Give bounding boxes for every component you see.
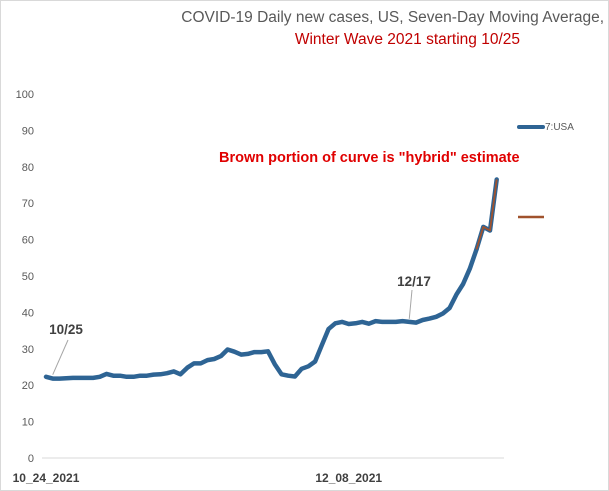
- x-tick-label: 10_24_2021: [13, 471, 80, 485]
- legend[interactable]: 7:USA: [517, 122, 574, 219]
- chart-title: COVID-19 Daily new cases, US, Seven-Day …: [181, 9, 604, 26]
- series-line-usa: [43, 247, 479, 381]
- callout-label-10-25: 10/25: [49, 322, 83, 337]
- series-layer: [43, 177, 499, 381]
- legend-label-usa: 7:USA: [545, 122, 574, 133]
- y-tick-label: 50: [22, 271, 34, 283]
- x-axis-ticks: 10_24_2021 12_08_2021: [13, 471, 383, 485]
- y-tick-label: 90: [22, 125, 34, 137]
- y-tick-label: 80: [22, 162, 34, 174]
- y-tick-label: 40: [22, 307, 34, 319]
- chart-subtitle: Winter Wave 2021 starting 10/25: [295, 31, 520, 48]
- annotations-layer: 10/25 12/17: [49, 274, 431, 375]
- y-tick-label: 20: [22, 380, 34, 392]
- callout-line-12-17: [408, 289, 413, 319]
- y-tick-label: 70: [22, 198, 34, 210]
- series-line-hybrid: [475, 179, 498, 250]
- y-axis-ticks: 0 10 20 30 40 50 60 70 80 90 100: [16, 89, 34, 465]
- y-tick-label: 60: [22, 235, 34, 247]
- callout-label-12-17: 12/17: [397, 274, 431, 289]
- callout-line-10-25: [52, 339, 69, 375]
- y-tick-label: 100: [16, 89, 34, 101]
- x-tick-label: 12_08_2021: [315, 471, 382, 485]
- y-tick-label: 10: [22, 417, 34, 429]
- y-tick-label: 0: [28, 453, 34, 465]
- hybrid-note: Brown portion of curve is "hybrid" estim…: [219, 150, 520, 166]
- y-tick-label: 30: [22, 344, 34, 356]
